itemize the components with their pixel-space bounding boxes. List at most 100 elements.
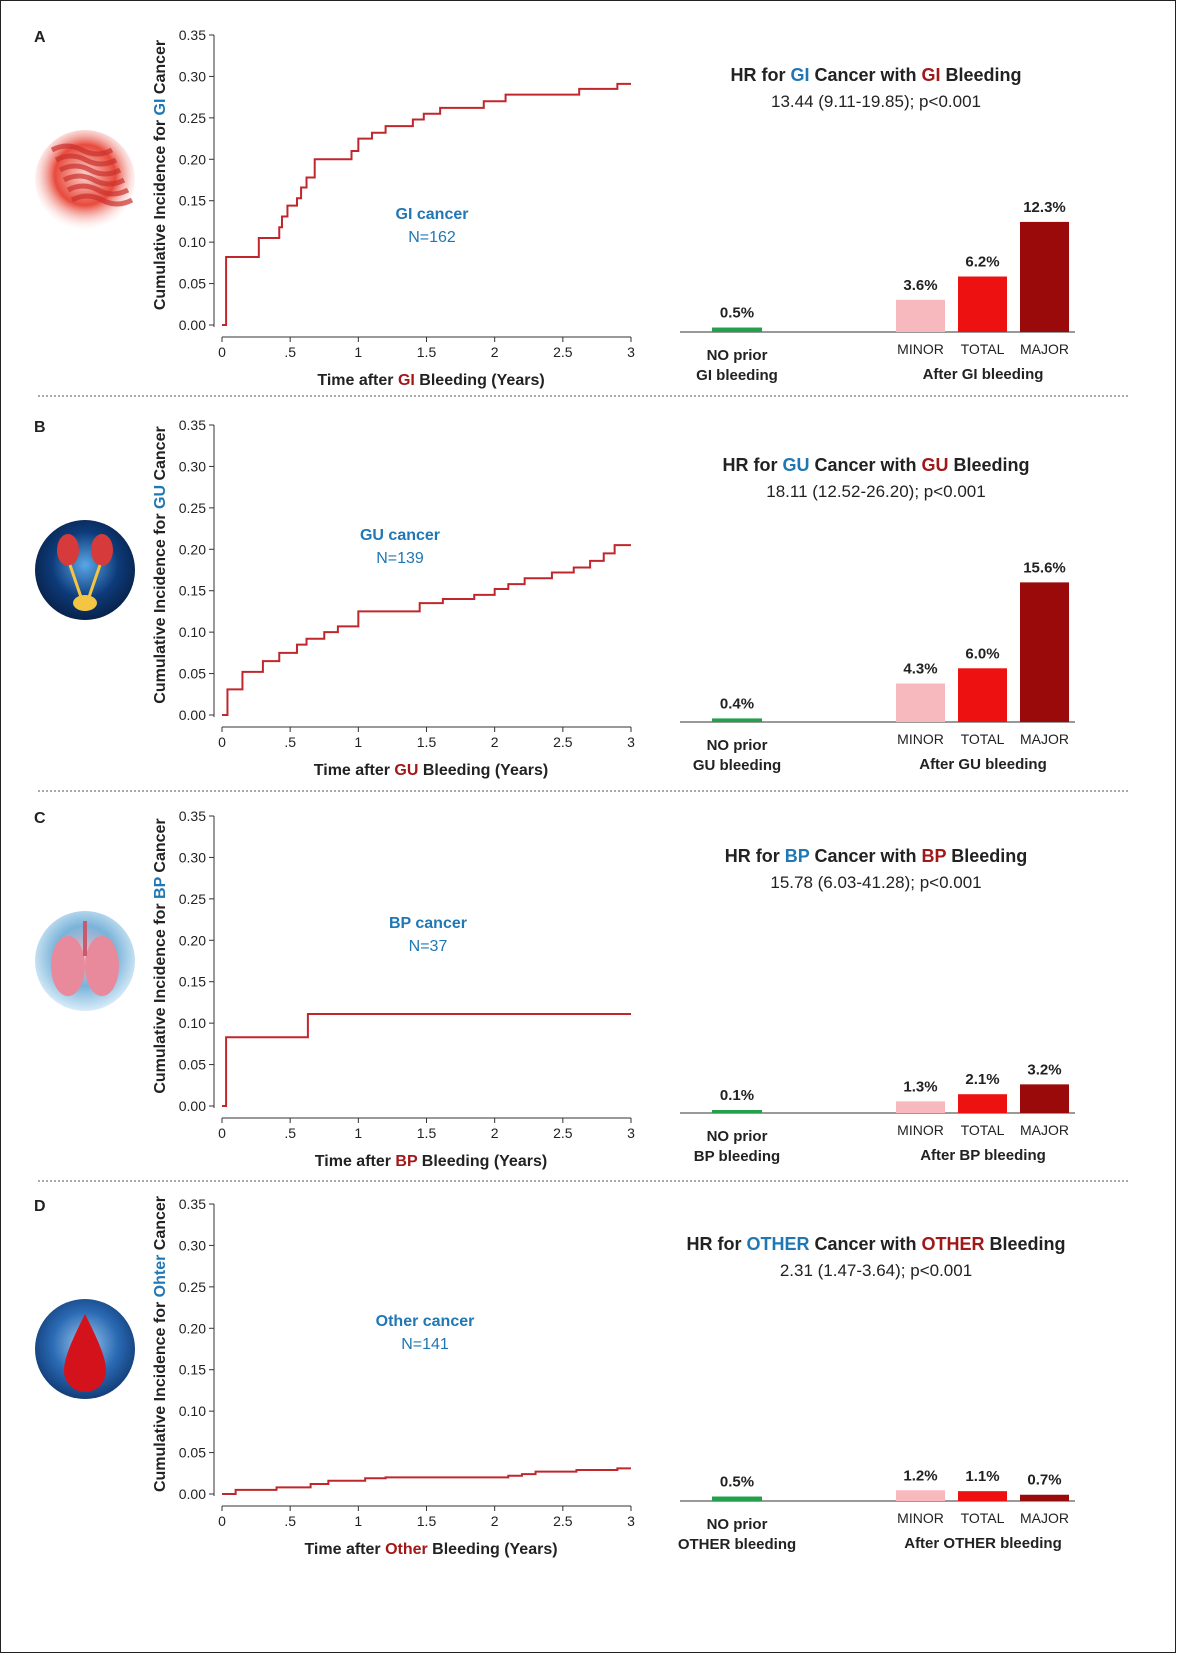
bar-major [1020,221,1069,332]
km-y-axis-title: Cumulative Incidence for Ohter Cancer [152,1196,169,1492]
km-y-axis-title: Cumulative Incidence for GU Cancer [152,426,169,703]
hr-title-part: Bleeding [946,846,1027,866]
km-y-tick-label: 0.25 [179,1279,206,1295]
bar-category-label: MAJOR [1020,1122,1069,1138]
km-y-axis-title-part: Cancer [152,1196,169,1255]
hr-title-part: BP [785,846,810,866]
km-x-tick-label: .5 [284,1513,296,1529]
km-x-tick-label: 0 [218,344,226,360]
bar-minor [896,1101,945,1113]
bar-no-prior [712,1110,762,1113]
bar-major [1020,1494,1069,1501]
bar-value-label: 2.1% [965,1071,999,1088]
hr-title: HR for BP Cancer with BP Bleeding [725,846,1027,866]
km-step-line [222,544,631,716]
km-x-tick-label: .5 [284,734,296,750]
bar-value-label: 0.1% [720,1087,754,1104]
km-y-tick-label: 0.35 [179,1196,206,1212]
km-x-axis-title-part: Bleeding (Years) [415,372,545,389]
no-prior-caption: OTHER bleeding [678,1536,796,1553]
km-x-tick-label: .5 [284,344,296,360]
km-x-tick-label: 3 [627,344,635,360]
panel-letter: D [34,1198,46,1215]
after-bleeding-caption: After OTHER bleeding [904,1535,1062,1552]
km-annotation-n: N=162 [408,229,456,246]
organ-illustration-icon [35,911,135,1011]
hr-title-part: BP [922,846,947,866]
km-y-tick-label: 0.15 [179,193,206,209]
bar-value-label: 0.7% [1027,1472,1061,1489]
bladder [73,595,97,611]
km-y-tick-label: 0.10 [179,1015,206,1031]
km-annotation-n: N=141 [401,1336,449,1353]
lung-right [85,936,119,996]
bar-total [958,1094,1007,1113]
hr-subtitle: 2.31 (1.47-3.64); p<0.001 [780,1261,972,1280]
km-annotation-title: BP cancer [389,915,467,932]
kidney-right [91,534,113,566]
bar-minor [896,1490,945,1501]
panel-letter: C [34,810,46,827]
intestine-fold [66,183,130,197]
km-y-tick-label: 0.30 [179,68,206,84]
panel-letter: A [34,29,46,46]
intestine-fold [58,163,122,177]
hr-title: HR for OTHER Cancer with OTHER Bleeding [686,1234,1065,1254]
panel-c: C 0.00 0.05 0.10 0.15 0.20 0.25 0.30 0.35 0 .5 1 1.5… [34,808,1128,1182]
hr-title-part: HR for [686,1234,746,1254]
km-x-axis-title-part: Bleeding (Years) [428,1541,558,1558]
km-y-tick-label: 0.05 [179,1445,206,1461]
bar-no-prior [712,327,762,332]
km-x-axis-title-part: GU [394,762,418,779]
bar-category-label: MINOR [897,731,944,747]
km-x-axis-title-part: Bleeding (Years) [418,762,548,779]
bar-value-label: 1.1% [965,1468,999,1485]
km-y-tick-label: 0.35 [179,417,206,433]
km-x-tick-label: 0 [218,734,226,750]
hr-subtitle: 15.78 (6.03-41.28); p<0.001 [770,873,981,892]
km-y-tick-label: 0.30 [179,849,206,865]
hr-title-part: GU [922,455,949,475]
hr-title-part: Cancer with [809,1234,921,1254]
after-bleeding-caption: After GU bleeding [919,756,1047,773]
km-y-axis-title-part: Cumulative Incidence for [152,899,169,1094]
km-y-tick-label: 0.00 [179,317,206,333]
km-y-tick-label: 0.20 [179,1320,206,1336]
no-prior-caption: GI bleeding [696,367,778,384]
bar-value-label: 6.0% [965,645,999,662]
hr-subtitle: 13.44 (9.11-19.85); p<0.001 [771,92,981,111]
km-y-tick-label: 0.10 [179,1403,206,1419]
after-bleeding-caption: After BP bleeding [920,1147,1046,1164]
bar-no-prior [712,1496,762,1501]
bar-category-label: MAJOR [1020,341,1069,357]
bar-category-label: TOTAL [961,731,1005,747]
km-x-tick-label: 2.5 [553,344,573,360]
km-y-tick-label: 0.15 [179,974,206,990]
bar-total [958,668,1007,722]
bar-value-label: 0.5% [720,305,754,322]
km-y-tick-label: 0.30 [179,458,206,474]
kidney-left [57,534,79,566]
km-y-tick-label: 0.10 [179,624,206,640]
km-y-axis-title-part: Cumulative Incidence for [152,115,169,310]
bar-major [1020,582,1069,722]
intestine-fold [50,143,114,157]
hr-title-part: GU [782,455,809,475]
km-annotation-title: GI cancer [396,206,469,223]
bar-category-label: TOTAL [961,1510,1005,1526]
intestine-fold [62,173,126,187]
panel-letter: B [34,419,46,436]
no-prior-caption: NO prior [707,1516,768,1533]
hr-title-part: GI [922,65,941,85]
km-x-tick-label: 1 [354,1125,362,1141]
km-annotation-title: GU cancer [360,527,440,544]
hr-title-part: HR for [730,65,790,85]
km-y-axis-title-part: Cancer [152,818,169,877]
hr-title-part: Cancer with [809,455,921,475]
hr-title-part: Cancer with [809,846,921,866]
hr-title-part: HR for [722,455,782,475]
hr-title-part: OTHER [922,1234,985,1254]
km-y-tick-label: 0.35 [179,27,206,43]
km-y-axis-title-part: GI [152,99,169,116]
km-x-tick-label: 0 [218,1125,226,1141]
